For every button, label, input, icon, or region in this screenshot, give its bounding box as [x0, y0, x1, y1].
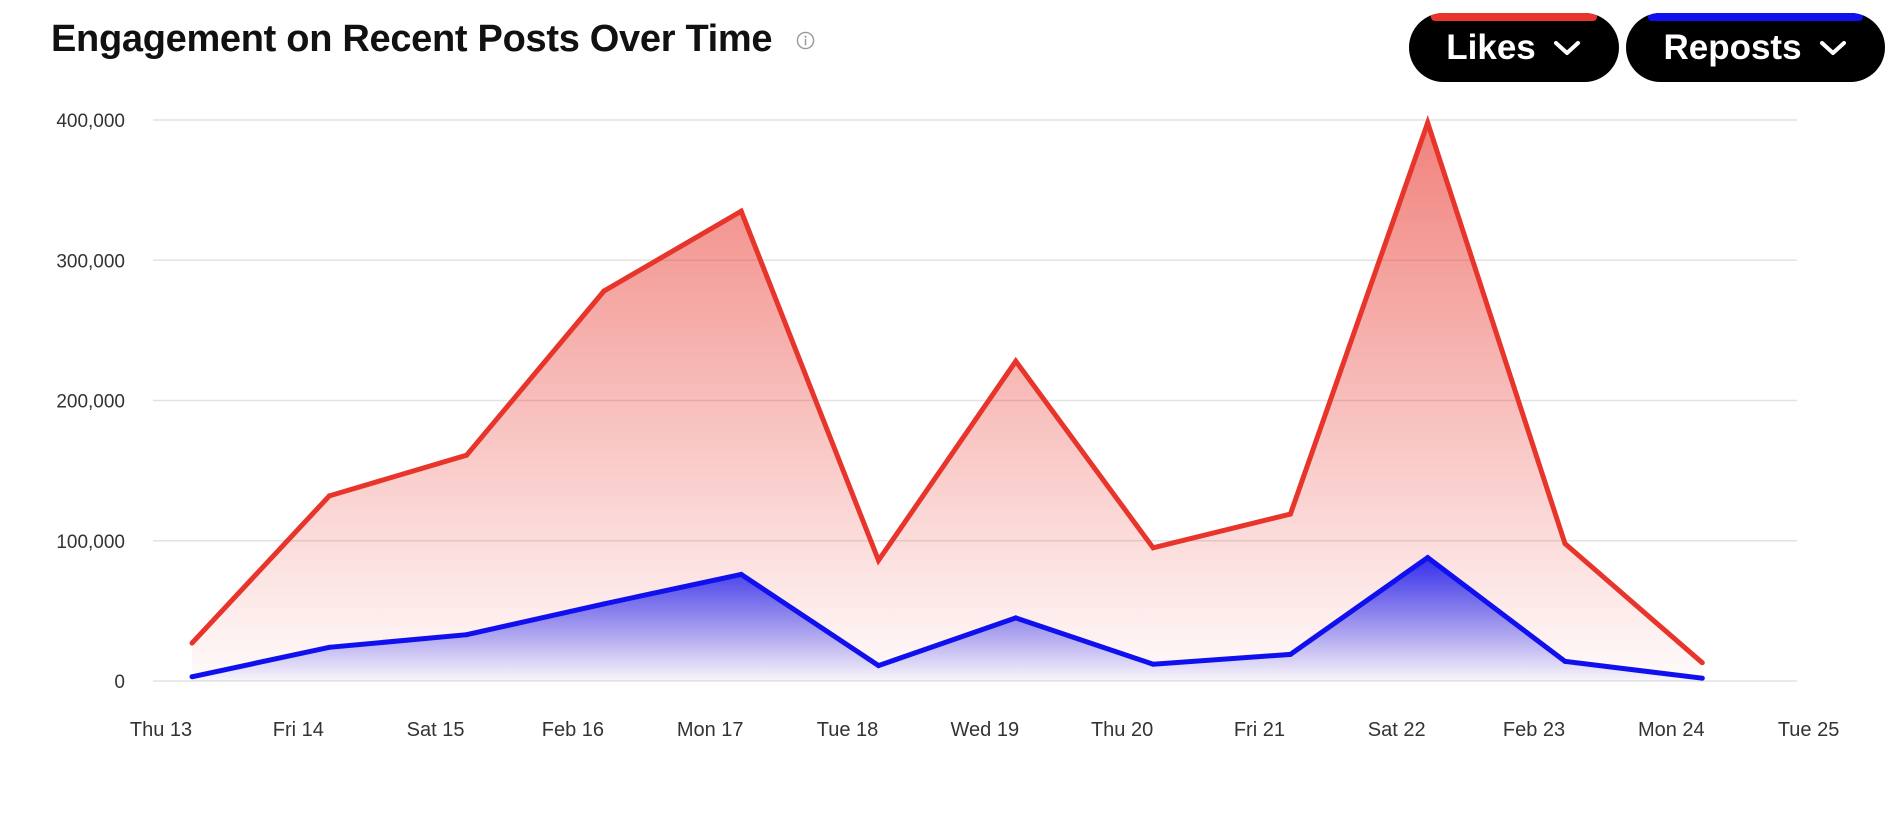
- likes-metric-button[interactable]: Likes: [1409, 13, 1619, 82]
- reposts-point: [1425, 555, 1431, 561]
- x-tick-label: Feb 16: [542, 719, 604, 741]
- reposts-color-stripe: [1648, 13, 1863, 21]
- x-tick-label: Mon 24: [1638, 719, 1705, 741]
- reposts-point: [601, 601, 607, 607]
- likes-area: [192, 122, 1703, 682]
- likes-point: [1425, 120, 1431, 126]
- reposts-area: [192, 557, 1703, 681]
- likes-point: [1562, 541, 1568, 547]
- y-tick-label: 200,000: [56, 392, 125, 413]
- reposts-point: [1562, 658, 1568, 664]
- likes-point: [326, 493, 332, 499]
- x-tick-label: Thu 20: [1091, 719, 1153, 741]
- reposts-point: [189, 674, 195, 680]
- likes-point: [1150, 545, 1156, 551]
- chevron-down-icon: [1553, 40, 1580, 55]
- x-tick-label: Tue 25: [1778, 719, 1840, 741]
- reposts-point: [1150, 661, 1156, 667]
- info-icon[interactable]: [796, 31, 815, 50]
- reposts-point: [1287, 651, 1293, 657]
- x-tick-label: Mon 17: [677, 719, 744, 741]
- reposts-point: [1013, 615, 1019, 621]
- x-tick-label: Fri 21: [1234, 719, 1285, 741]
- x-tick-label: Tue 18: [817, 719, 879, 741]
- reposts-point: [464, 632, 470, 638]
- x-tick-label: Feb 23: [1503, 719, 1565, 741]
- reposts-point: [876, 663, 881, 669]
- likes-line: [190, 115, 1704, 665]
- y-tick-label: 100,000: [56, 532, 125, 553]
- likes-point: [189, 640, 195, 646]
- likes-point: [876, 557, 881, 563]
- likes-point: [1699, 660, 1705, 666]
- likes-point: [1013, 358, 1019, 364]
- y-tick-label: 300,000: [56, 251, 125, 272]
- y-tick-label: 400,000: [56, 111, 125, 132]
- reposts-point: [738, 571, 744, 577]
- reposts-line: [191, 554, 1703, 681]
- reposts-point: [1699, 675, 1705, 681]
- likes-button-label: Likes: [1446, 27, 1536, 67]
- likes-point: [601, 288, 607, 294]
- reposts-point: [326, 644, 332, 650]
- reposts-button-label: Reposts: [1663, 27, 1802, 67]
- chevron-down-icon: [1819, 40, 1846, 55]
- reposts-metric-button[interactable]: Reposts: [1626, 13, 1885, 82]
- likes-point: [738, 208, 744, 214]
- likes-point: [464, 452, 470, 458]
- x-tick-label: Sat 15: [407, 719, 465, 741]
- likes-point: [1287, 511, 1293, 517]
- likes-color-stripe: [1431, 13, 1597, 21]
- x-tick-label: Wed 19: [951, 719, 1020, 741]
- x-tick-label: Thu 13: [130, 719, 192, 741]
- y-tick-label: 0: [114, 672, 125, 693]
- x-tick-label: Sat 22: [1368, 719, 1426, 741]
- page-title: Engagement on Recent Posts Over Time: [51, 18, 773, 60]
- x-tick-label: Fri 14: [273, 719, 324, 741]
